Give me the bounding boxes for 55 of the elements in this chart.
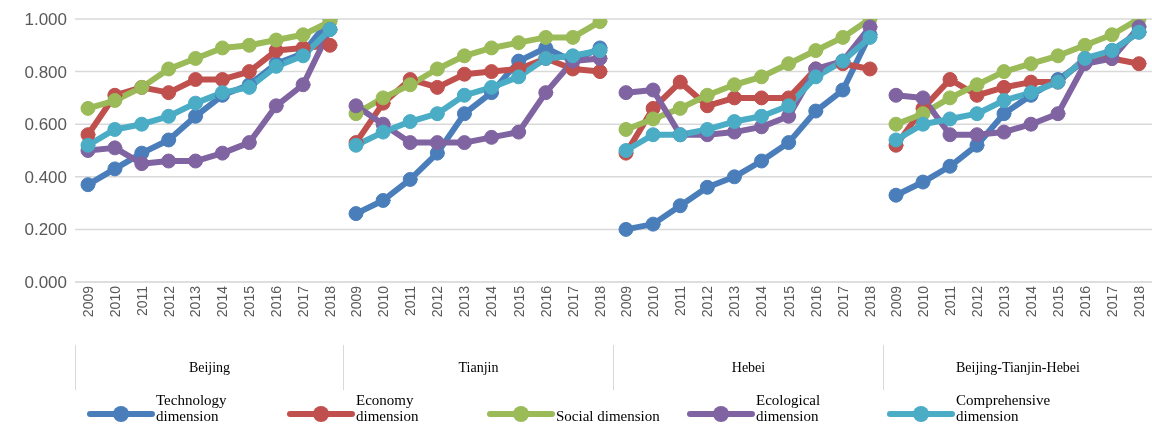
x-tick-label: 2017 — [295, 285, 312, 318]
x-tick-label: 2013 — [995, 285, 1012, 318]
x-tick-label: 2015 — [780, 285, 797, 318]
x-tick-label: 2009 — [347, 285, 364, 318]
x-tick-label: 2011 — [941, 285, 958, 317]
legend-label: Economy dimension — [356, 392, 420, 424]
x-tick-label: 2018 — [861, 285, 878, 318]
x-tick-label: 2012 — [429, 285, 446, 318]
x-tick-label: 2018 — [1130, 285, 1147, 318]
legend-label: Comprehensive dimension — [956, 392, 1052, 424]
legend-label: Ecological dimension — [756, 392, 822, 424]
x-tick-label: 2013 — [726, 285, 743, 318]
x-axis-title: Beijing — [75, 345, 343, 390]
x-axis-title: Tianjin — [343, 345, 613, 390]
x-tick-label: 2016 — [268, 285, 285, 318]
x-tick-label: 2011 — [133, 285, 150, 317]
x-tick-label: 2012 — [968, 285, 985, 318]
x-tick-label: 2016 — [1076, 285, 1093, 318]
x-tick-label: 2015 — [510, 285, 527, 318]
legend-label: Social dimension — [556, 408, 661, 424]
x-tick-label: 2009 — [887, 285, 904, 318]
y-tick-label: 0.800 — [24, 62, 67, 82]
x-tick-label: 2016 — [537, 285, 554, 318]
y-tick-label: 1.000 — [24, 10, 67, 30]
x-tick-label: 2014 — [1022, 285, 1039, 318]
x-tick-label: 2010 — [914, 285, 931, 318]
y-tick-label: 0.200 — [24, 220, 67, 240]
x-axis-title: Beijing-Tianjin-Hebei — [883, 345, 1152, 390]
x-tick-label: 2017 — [1103, 285, 1120, 318]
x-tick-label: 2018 — [591, 285, 608, 318]
legend-label: Technology dimension — [156, 392, 228, 424]
x-tick-label: 2010 — [375, 285, 392, 318]
x-tick-label: 2012 — [160, 285, 177, 318]
x-tick-label: 2016 — [807, 285, 824, 318]
x-tick-label: 2010 — [106, 285, 123, 318]
y-tick-label: 0.000 — [24, 273, 67, 293]
x-tick-label: 2011 — [402, 285, 419, 317]
x-tick-label: 2014 — [483, 285, 500, 318]
x-tick-label: 2014 — [753, 285, 770, 318]
y-tick-label: 0.400 — [24, 167, 67, 187]
x-tick-label: 2017 — [564, 285, 581, 318]
x-tick-label: 2009 — [617, 285, 634, 318]
x-tick-label: 2012 — [699, 285, 716, 318]
x-tick-label: 2015 — [1049, 285, 1066, 318]
x-tick-label: 2014 — [214, 285, 231, 318]
x-tick-label: 2009 — [79, 285, 96, 318]
x-tick-label: 2010 — [645, 285, 662, 318]
x-axis-title: Hebei — [613, 345, 883, 390]
x-tick-label: 2011 — [672, 285, 689, 317]
x-tick-label: 2017 — [834, 285, 851, 318]
x-tick-label: 2018 — [321, 285, 338, 318]
x-tick-label: 2013 — [187, 285, 204, 318]
x-tick-label: 2015 — [241, 285, 258, 318]
y-tick-label: 0.600 — [24, 115, 67, 135]
x-tick-label: 2013 — [456, 285, 473, 318]
